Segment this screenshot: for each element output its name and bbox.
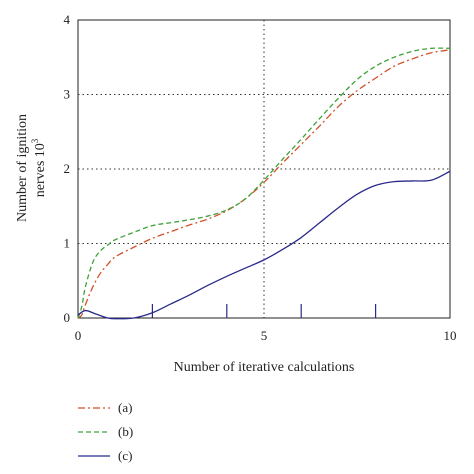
legend-label-b: (b) bbox=[118, 424, 133, 439]
y-tick-label-2: 2 bbox=[64, 161, 71, 176]
x-tick-labels: 0 5 10 bbox=[75, 328, 457, 343]
legend-label-a: (a) bbox=[118, 400, 132, 415]
x-axis-label: Number of iterative calculations bbox=[174, 360, 355, 375]
x-tick-label-1: 5 bbox=[261, 328, 268, 343]
y-tick-label-4: 4 bbox=[64, 12, 71, 27]
series-group bbox=[77, 47, 451, 320]
y-axis-label-line2: nerves 103 bbox=[30, 138, 48, 197]
x-tick-label-2: 10 bbox=[444, 328, 457, 343]
y-tick-label-3: 3 bbox=[64, 87, 71, 102]
x-tick-label-0: 0 bbox=[75, 328, 82, 343]
series-line-c bbox=[77, 170, 451, 320]
grid-lines bbox=[78, 20, 450, 318]
y-tick-labels: 0 1 2 3 4 bbox=[64, 12, 71, 325]
y-axis-label: Number of ignition nerves 103 bbox=[15, 114, 48, 222]
y-axis-label-line2-text: nerves 10 bbox=[33, 143, 48, 197]
x-minor-ticks bbox=[151, 304, 377, 318]
series-line-a bbox=[77, 49, 451, 319]
y-tick-label-1: 1 bbox=[64, 236, 71, 251]
y-axis-label-line1: Number of ignition bbox=[15, 114, 30, 222]
plot-frame bbox=[77, 19, 451, 319]
legend-label-c: (c) bbox=[118, 448, 132, 463]
legend: (a) (b) (c) bbox=[78, 400, 133, 463]
y-axis-label-superscript: 3 bbox=[30, 138, 40, 143]
y-tick-label-0: 0 bbox=[64, 310, 71, 325]
